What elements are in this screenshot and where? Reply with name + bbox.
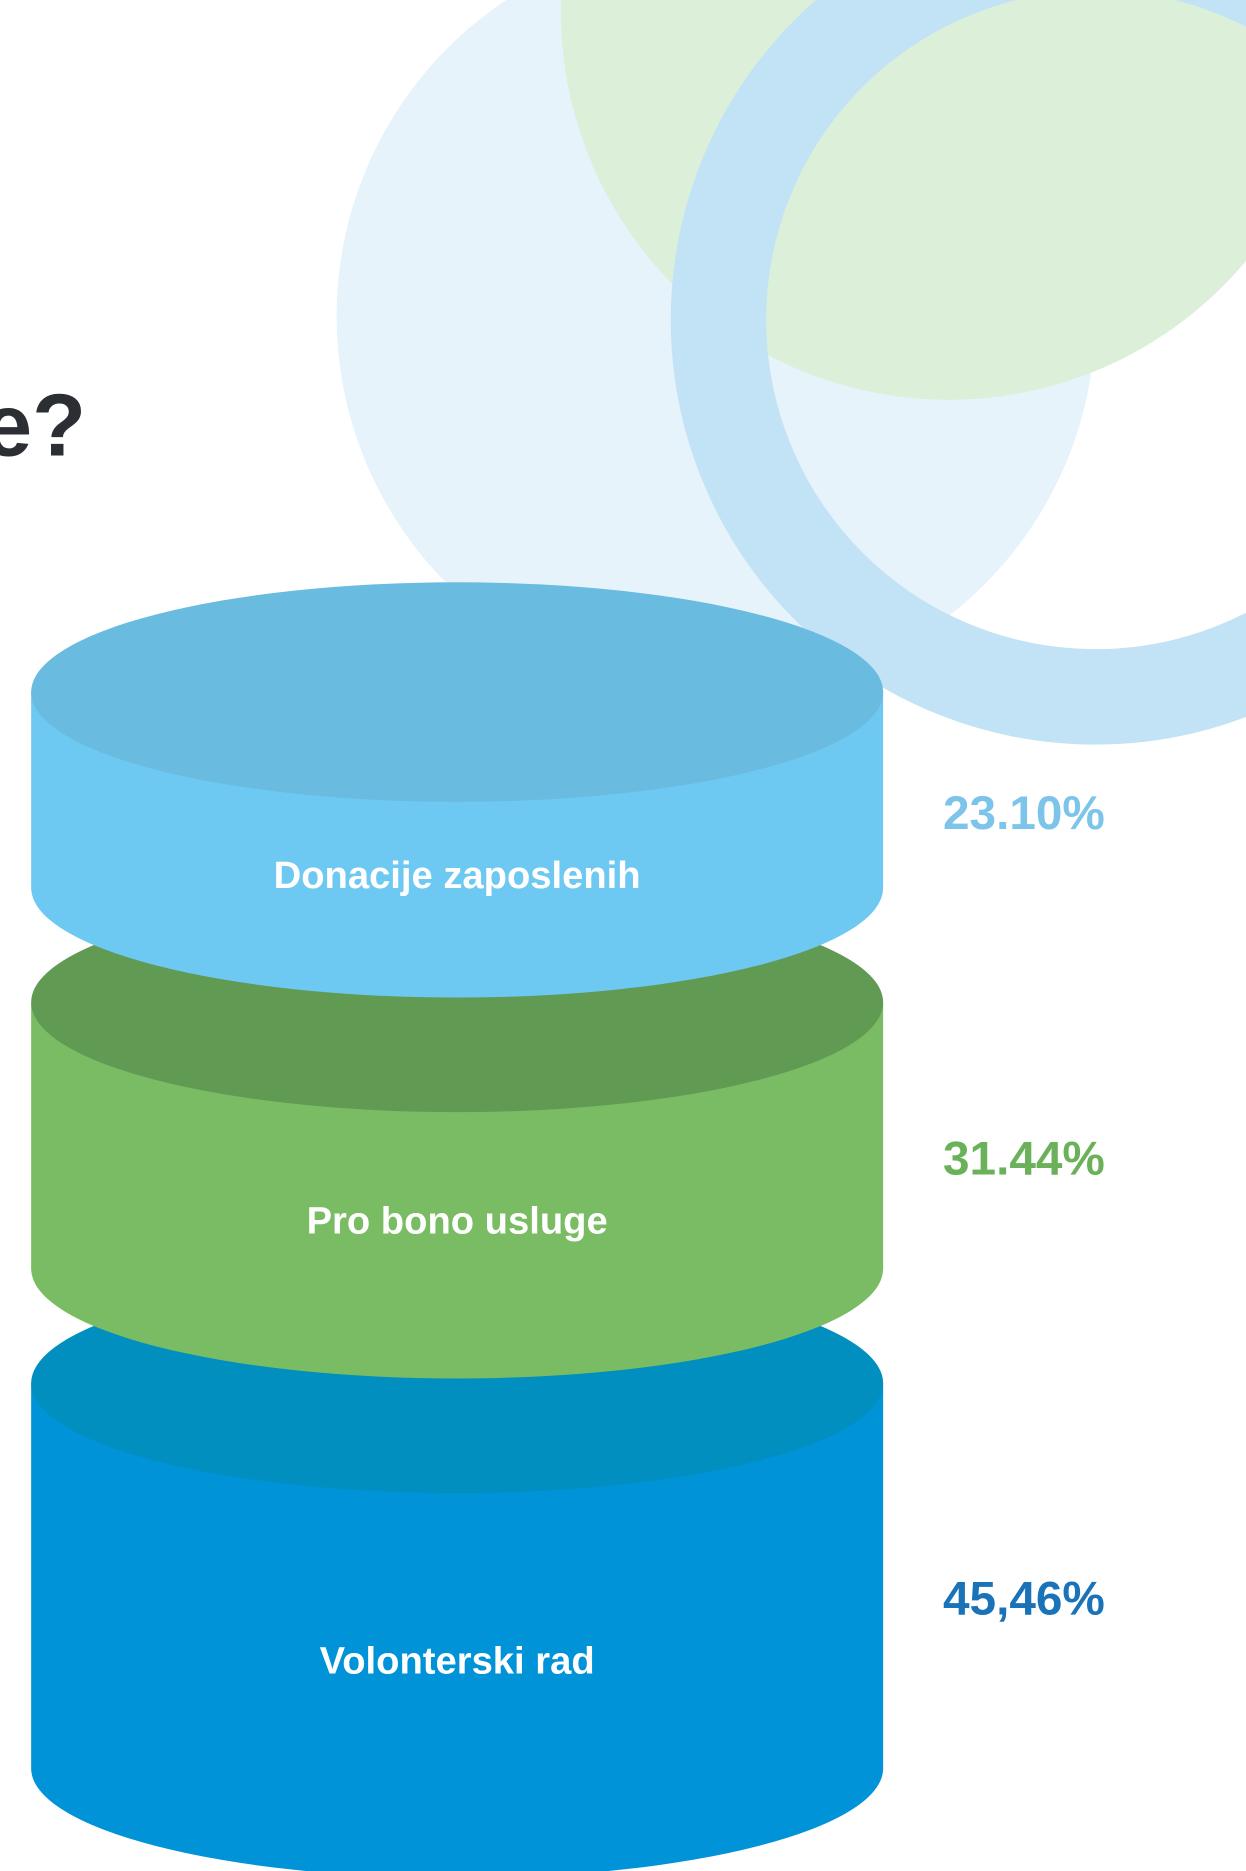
value-label: 31.44% bbox=[943, 1132, 1105, 1185]
segment-side bbox=[31, 1383, 884, 1871]
chart-title: e? bbox=[0, 375, 86, 474]
segment-label: Donacije zaposlenih bbox=[274, 854, 641, 897]
segment-label: Pro bono usluge bbox=[307, 1199, 608, 1242]
bg-ring bbox=[670, 0, 1246, 745]
value-label: 45,46% bbox=[943, 1573, 1105, 1626]
segment-cap bbox=[31, 582, 884, 802]
cylinder: Volonterski rad Pro bono usluge Donacije z… bbox=[31, 582, 884, 1871]
value-label: 23.10% bbox=[943, 787, 1105, 840]
segment: Donacije zaposlenih bbox=[31, 582, 884, 998]
segment-label: Volonterski rad bbox=[320, 1640, 595, 1683]
